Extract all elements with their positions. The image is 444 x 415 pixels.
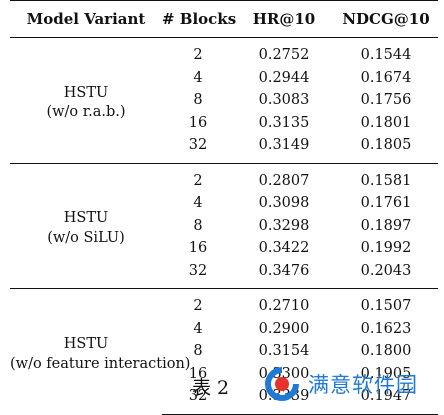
ndcg-cell: 0.1992 (360, 240, 412, 257)
table-group: HSTU (w/o SiLU) 2 0.2807 0.1581 4 0.3098… (10, 162, 438, 289)
model-name: HSTU (63, 84, 109, 101)
blocks-cell: 16 (188, 365, 208, 382)
blocks-cell: 16 (188, 240, 208, 257)
watermark: 满意软件园 (262, 364, 418, 404)
table-row: 8 0.3154 0.1800 (10, 340, 438, 363)
ndcg-cell: 0.1623 (360, 320, 412, 337)
model-ablation: (w/o feature interaction) (10, 355, 191, 372)
blocks-cell: 2 (193, 47, 203, 64)
hr-cell: 0.2944 (258, 69, 310, 86)
header-ndcg-at-10: NDCG@10 (334, 0, 438, 38)
table-row: 32 0.3476 0.2043 (10, 260, 438, 289)
ndcg-cell: 0.1801 (360, 114, 412, 131)
hr-cell: 0.2752 (258, 47, 310, 64)
table-caption: 表 2 (192, 377, 230, 399)
ndcg-cell: 0.1544 (360, 47, 412, 64)
blocks-cell: 8 (193, 92, 203, 109)
ndcg-cell: 0.1581 (334, 162, 438, 192)
table-group: HSTU (w/o r.a.b.) 2 0.2752 0.1544 4 0.29… (10, 38, 438, 164)
ndcg-cell: 0.1507 (334, 288, 438, 318)
blocks-cell: 2 (162, 162, 234, 192)
model-variant-cell: HSTU (w/o r.a.b.) (10, 38, 162, 164)
ndcg-cell: 0.1761 (360, 195, 412, 212)
ndcg-cell: 0.1905 (360, 365, 412, 382)
ndcg-cell: 0.2043 (360, 262, 412, 279)
hr-cell: 0.3135 (258, 114, 310, 131)
blocks-cell: 8 (193, 217, 203, 234)
hr-cell: 0.3149 (258, 137, 310, 154)
table-row: HSTU (w/o feature interaction) 2 0.2710 … (10, 288, 438, 414)
header-hr-at-10: HR@10 (234, 0, 334, 38)
hr-cell: 0.3154 (258, 343, 310, 360)
table-row: 4 0.3098 0.1761 (10, 192, 438, 215)
caption-area: 表 2 满意软件园 (0, 364, 444, 404)
hr-cell: 0.2900 (258, 320, 310, 337)
hr-cell: 0.3083 (258, 92, 310, 109)
hr-cell: 0.3476 (258, 262, 310, 279)
table-row: 8 0.3298 0.1897 (10, 215, 438, 238)
table-header: Model Variant # Blocks HR@10 NDCG@10 (10, 0, 438, 38)
table-row: HSTU (w/o r.a.b.) 2 0.2752 0.1544 (10, 38, 438, 120)
table-row: 32 0.3149 0.1805 (10, 134, 438, 163)
table-row: 8 0.3083 0.1756 (10, 89, 438, 112)
hr-cell: 0.3422 (258, 240, 310, 257)
ndcg-cell: 0.1805 (360, 137, 412, 154)
ndcg-cell: 0.1674 (360, 69, 412, 86)
ndcg-cell: 0.1897 (360, 217, 412, 234)
results-table: Model Variant # Blocks HR@10 NDCG@10 HST… (10, 0, 438, 415)
table-row: 4 0.2944 0.1674 (10, 67, 438, 90)
model-name: HSTU (63, 210, 109, 227)
ndcg-cell: 0.1800 (360, 343, 412, 360)
model-variant-cell: HSTU (w/o SiLU) (10, 162, 162, 289)
blocks-cell: 4 (193, 69, 203, 86)
watermark-text: 满意软件园 (308, 373, 418, 397)
header-num-blocks: # Blocks (162, 0, 236, 38)
table-row: 16 0.3422 0.1992 (10, 237, 438, 260)
model-ablation: (w/o r.a.b.) (46, 104, 126, 121)
header-model-variant: Model Variant (10, 0, 162, 38)
table-row: 16 0.3135 0.1801 (10, 112, 438, 135)
model-variant-cell: HSTU (w/o feature interaction) (10, 288, 191, 414)
model-name: HSTU (63, 335, 109, 352)
blocks-cell: 32 (188, 262, 208, 279)
hr-cell: 0.3298 (258, 217, 310, 234)
watermark-logo-icon (265, 367, 299, 401)
table-row: HSTU (w/o SiLU) 2 0.2807 0.1581 (10, 162, 438, 289)
hr-cell: 0.3098 (258, 195, 310, 212)
blocks-cell: 4 (193, 320, 203, 337)
ndcg-cell: 0.1756 (360, 92, 412, 109)
hr-cell: 0.2710 (234, 288, 334, 318)
blocks-cell: 2 (162, 288, 234, 318)
table-row: 4 0.2900 0.1623 (10, 318, 438, 341)
blocks-cell: 4 (193, 195, 203, 212)
hr-cell: 0.2807 (234, 162, 334, 192)
model-ablation: (w/o SiLU) (47, 229, 125, 246)
blocks-cell: 32 (188, 137, 208, 154)
results-table-container: Model Variant # Blocks HR@10 NDCG@10 HST… (10, 0, 438, 415)
blocks-cell: 16 (188, 114, 208, 131)
blocks-cell: 8 (193, 343, 203, 360)
